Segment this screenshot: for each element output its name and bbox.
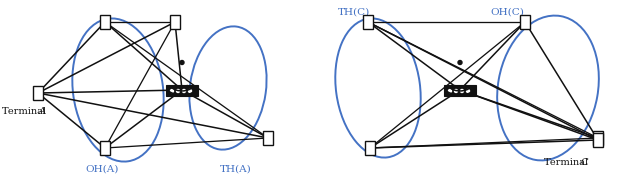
Bar xyxy=(520,15,530,29)
Circle shape xyxy=(458,60,462,65)
Bar xyxy=(593,131,603,145)
Bar xyxy=(100,141,110,155)
Text: C: C xyxy=(581,158,589,167)
Circle shape xyxy=(449,90,451,92)
Text: Terminal: Terminal xyxy=(544,158,591,167)
Bar xyxy=(444,85,476,95)
Circle shape xyxy=(461,90,463,92)
Bar xyxy=(166,85,198,95)
Text: A: A xyxy=(39,107,46,116)
Bar xyxy=(363,15,373,29)
Bar xyxy=(593,133,603,147)
Bar xyxy=(170,15,180,29)
Circle shape xyxy=(189,90,191,92)
Circle shape xyxy=(182,90,186,92)
Text: OH(A): OH(A) xyxy=(85,165,118,174)
Circle shape xyxy=(177,90,179,92)
Text: Terminal: Terminal xyxy=(2,107,49,116)
Circle shape xyxy=(170,90,173,92)
Bar xyxy=(263,131,273,145)
Bar xyxy=(100,15,110,29)
Text: TH(A): TH(A) xyxy=(220,165,252,174)
Circle shape xyxy=(467,90,470,92)
Circle shape xyxy=(180,60,184,65)
Circle shape xyxy=(454,90,458,92)
Text: OH(C): OH(C) xyxy=(490,8,524,17)
Bar xyxy=(365,141,375,155)
Bar xyxy=(33,86,43,100)
Text: TH(C): TH(C) xyxy=(338,8,371,17)
